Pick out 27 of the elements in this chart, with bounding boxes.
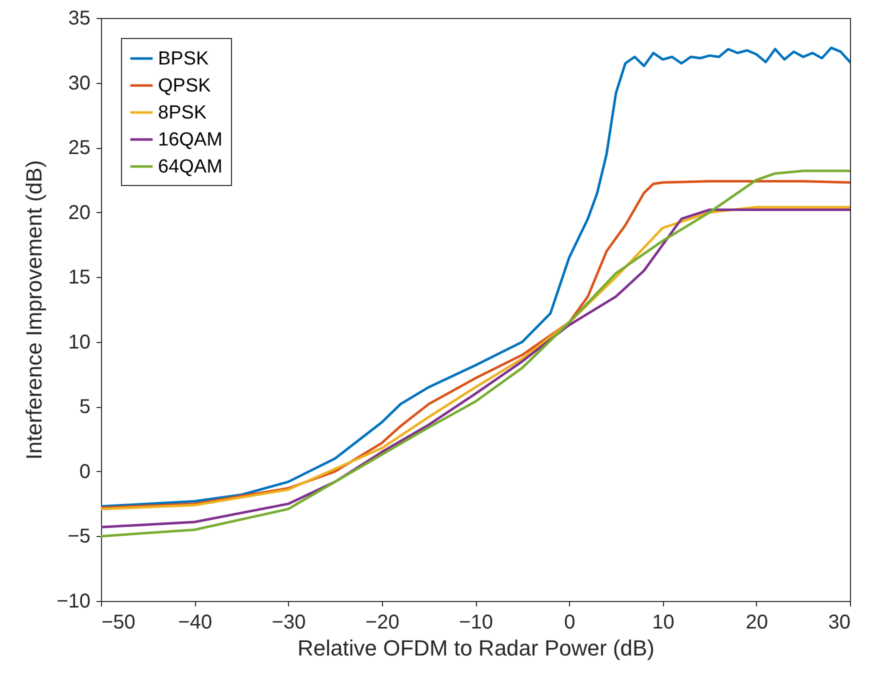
y-tick-label: 30 [68, 72, 90, 94]
legend-label: 64QAM [158, 156, 222, 178]
x-tick-label: −40 [178, 612, 212, 634]
y-tick-label: 5 [79, 396, 90, 418]
x-tick-label: −30 [272, 612, 306, 634]
legend-label: QPSK [158, 76, 212, 96]
legend-label: 8PSK [158, 102, 207, 124]
x-tick-label: −10 [459, 612, 493, 634]
x-tick-label: 30 [828, 612, 850, 634]
legend-label: 16QAM [158, 130, 222, 150]
line-series [101, 46, 850, 508]
x-tick-label: 10 [652, 612, 674, 634]
x-axis-title: Relative OFDM to Radar Power (dB) [298, 636, 654, 660]
x-tick-label: 0 [564, 612, 576, 634]
y-tick-label: 20 [68, 202, 90, 224]
y-tick-label: 25 [68, 137, 90, 160]
x-tick-label: −20 [365, 612, 400, 634]
x-tick-label: −50 [102, 612, 136, 634]
x-tick-label: 20 [746, 612, 768, 634]
y-tick-label: 15 [68, 266, 90, 289]
y-tick-label: −10 [56, 590, 90, 612]
y-tick-label: 0 [79, 460, 90, 483]
legend-label: BPSK [158, 48, 210, 70]
y-tick-label: 35 [68, 8, 90, 30]
y-tick-label: 10 [68, 331, 90, 354]
y-tick-label: −5 [68, 526, 90, 548]
y-axis-title: Interference Improvement (dB) [22, 160, 47, 460]
